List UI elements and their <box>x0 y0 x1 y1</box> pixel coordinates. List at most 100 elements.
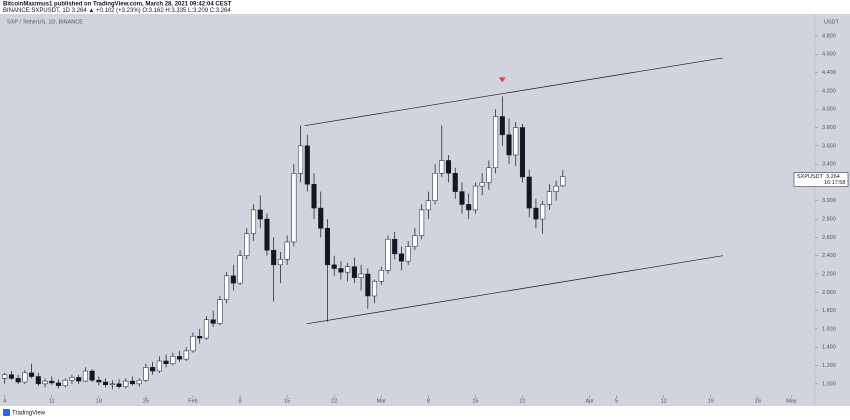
candle-body <box>331 264 337 269</box>
candle-body <box>459 191 465 205</box>
candle-body <box>506 134 512 156</box>
candle-body <box>284 241 290 260</box>
candle-body <box>311 184 317 209</box>
candle-body <box>237 255 243 284</box>
candle-body <box>546 191 552 205</box>
candle-body <box>439 160 445 174</box>
candle-body <box>203 319 209 339</box>
y-tick-label: 1.400 <box>822 345 836 351</box>
candle-body <box>163 360 169 364</box>
candle-body <box>318 207 324 229</box>
candle-body <box>22 372 28 383</box>
candle-body <box>76 377 82 382</box>
candle-body <box>42 380 48 385</box>
candle-body <box>89 370 95 381</box>
candle-body <box>385 238 391 271</box>
y-tick-label: 1.000 <box>822 381 836 387</box>
candle-body <box>513 127 519 156</box>
candle-body <box>156 360 162 372</box>
y-tick-label: 3.600 <box>822 143 836 149</box>
x-tick-label: 19 <box>708 398 714 404</box>
candle-body <box>560 176 566 187</box>
x-tick-label: Mar <box>377 398 387 404</box>
y-tick-label: 1.200 <box>822 363 836 369</box>
candle-body <box>109 383 115 386</box>
y-tick-label: 1.600 <box>822 326 836 332</box>
candle-body <box>445 160 452 174</box>
y-tick-label: 4.000 <box>822 107 836 113</box>
y-tick-label: 4.800 <box>822 33 836 39</box>
candle-body <box>224 275 230 300</box>
candle-body <box>250 209 257 234</box>
chart-background <box>0 14 850 406</box>
candle-body <box>398 253 404 262</box>
candle-body <box>2 374 8 379</box>
trendline <box>306 255 723 325</box>
y-tick-label: 3.400 <box>822 162 836 168</box>
candle-body <box>96 379 102 383</box>
candle-body <box>8 374 14 379</box>
x-tick-label: 18 <box>96 398 102 404</box>
x-tick-label: 4 <box>3 398 6 404</box>
candle-body <box>452 173 458 192</box>
y-tick-label: 2.400 <box>822 253 836 259</box>
trendline <box>304 57 723 127</box>
candle-body <box>15 378 21 383</box>
candle-body <box>526 176 532 209</box>
candle-body <box>29 372 35 377</box>
y-tick-label: 3.800 <box>822 125 836 131</box>
x-tick-label: 15 <box>472 398 478 404</box>
x-tick-label: 11 <box>49 398 55 404</box>
header-line1: BitcoinMaximus1 published on TradingView… <box>3 2 232 8</box>
candle-body <box>217 299 223 324</box>
candle-body <box>378 270 384 282</box>
candle-body <box>345 266 351 273</box>
candle-body <box>277 259 283 266</box>
y-tick-label: 4.200 <box>822 88 836 94</box>
candle-body <box>392 238 398 255</box>
candle-body <box>298 145 304 174</box>
candle-body <box>365 273 371 297</box>
candle-body <box>533 207 539 220</box>
y-tick-label: 2.800 <box>822 217 836 223</box>
countdown: 16:17:58 <box>824 180 845 186</box>
chart-title: SXP / TetherUS, 1D, BINANCE <box>7 19 83 25</box>
candle-body <box>304 145 310 185</box>
candle-body <box>540 204 546 220</box>
x-tick-label: 26 <box>755 398 761 404</box>
currency: USDT <box>824 19 840 25</box>
candle-body <box>271 249 277 266</box>
candle-body <box>197 335 203 339</box>
x-tick-label: 22 <box>331 398 337 404</box>
candle-body <box>55 382 62 386</box>
x-tick-label: 5 <box>615 398 618 404</box>
x-tick-label: 12 <box>661 398 667 404</box>
candle-body <box>177 356 183 360</box>
candle-body <box>553 185 559 192</box>
candle-body <box>338 268 344 273</box>
candle-body <box>425 200 431 211</box>
candle-body <box>230 275 236 284</box>
x-tick-label: 25 <box>143 398 149 404</box>
y-tick-label: 3.000 <box>822 198 836 204</box>
last-price-box <box>793 172 849 187</box>
x-tick-label: 8 <box>427 398 430 404</box>
x-tick-label: 15 <box>284 398 290 404</box>
y-tick-label: 4.600 <box>822 52 836 58</box>
candle-body <box>136 379 142 385</box>
candle-body <box>244 233 250 256</box>
x-tick-label: May <box>786 398 797 404</box>
candle-body <box>486 167 492 183</box>
x-tick-label: Apr <box>585 398 594 404</box>
candle-body <box>493 116 499 169</box>
candle-body <box>103 381 109 386</box>
last-price-symbol: SXPUSDT <box>797 174 824 180</box>
y-tick-label: 4.400 <box>822 70 836 76</box>
footer: TradingView <box>12 411 46 417</box>
candle-body <box>62 379 68 386</box>
candle-body <box>405 246 411 262</box>
y-tick-label: 1.800 <box>822 308 836 314</box>
x-tick-label: Feb <box>188 398 197 404</box>
candle-body <box>351 266 357 278</box>
